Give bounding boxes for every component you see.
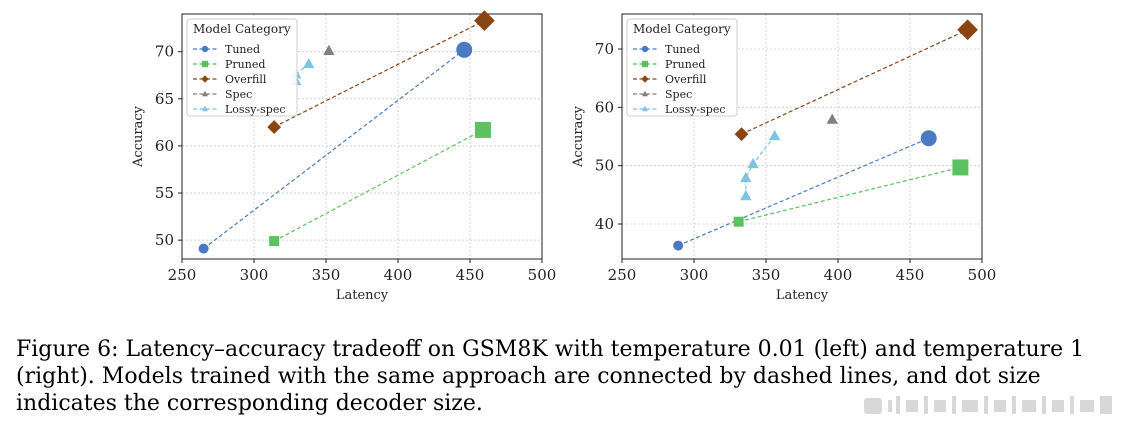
figure-caption: Figure 6: Latency–accuracy tradeoff on G… [16, 337, 1085, 416]
right-point-overfill [734, 127, 749, 142]
left-legend-marker-lossy-spec [201, 105, 209, 112]
right-point-overfill [957, 19, 978, 41]
right-legend-label-pruned: Pruned [665, 58, 705, 71]
right-legend-marker-overfill [641, 75, 649, 83]
left-x-tick-label: 400 [384, 266, 413, 284]
left-x-tick-label: 350 [312, 266, 341, 284]
right-y-axis-label: Accuracy [571, 105, 586, 168]
left-point-pruned [474, 121, 491, 138]
left-legend-marker-pruned [201, 60, 209, 68]
left-plot-frame [181, 13, 543, 260]
right-x-tick-label: 450 [896, 266, 925, 284]
right-point-lossy-spec [747, 157, 759, 169]
left-legend-marker-overfill [201, 75, 209, 83]
right-point-pruned [952, 159, 969, 176]
left-x-tick-label: 300 [240, 266, 269, 284]
watermark-logo [864, 396, 1112, 414]
right-x-tick-label: 500 [968, 266, 997, 284]
right-y-tick-label: 60 [595, 98, 614, 116]
right-series-line-tuned [677, 137, 929, 247]
left-point-lossy-spec [303, 57, 315, 69]
right-legend-marker-lossy-spec [641, 105, 649, 112]
right-legend-label-overfill: Overfill [665, 73, 707, 86]
left-y-tick-label: 50 [155, 231, 174, 249]
left-y-tick-label: 60 [155, 137, 174, 155]
right-point-tuned [920, 130, 937, 147]
right-series-line-lossy-spec [745, 135, 776, 196]
right-x-tick-label: 250 [608, 266, 637, 284]
left-legend-label-spec: Spec [225, 88, 252, 101]
left-legend-box [186, 18, 298, 117]
left-legend-label-overfill: Overfill [225, 73, 267, 86]
left-y-axis-label: Accuracy [131, 105, 146, 168]
chart-right: 250 300 350 400 450 500 40 50 60 70 Latency Accurac… [560, 0, 1000, 315]
right-plot-frame [621, 13, 983, 260]
chart-left-svg: 250 300 350 400 450 500 50 55 60 65 70 Latency Accur… [131, 10, 557, 303]
left-x-axis-label: Latency [336, 288, 389, 303]
left-point-overfill [267, 120, 282, 134]
right-legend-marker-pruned [641, 60, 649, 68]
left-point-tuned [456, 41, 473, 58]
left-point-overfill [474, 10, 495, 31]
right-point-tuned [673, 240, 684, 251]
left-x-tick-label: 450 [456, 266, 485, 284]
left-legend-label-lossy-spec: Lossy-spec [225, 103, 286, 116]
right-x-tick-label: 300 [680, 266, 709, 284]
right-point-lossy-spec [740, 190, 752, 201]
right-x-axis-label: Latency [776, 288, 829, 303]
right-point-spec [826, 113, 838, 124]
chart-left: 250 300 350 400 450 500 50 55 60 65 70 Latency Accur… [120, 0, 560, 315]
left-y-tick-label: 70 [155, 43, 174, 61]
right-legend-title: Model Category [633, 22, 731, 36]
left-y-tick-label: 55 [155, 184, 174, 202]
left-x-tick-label: 500 [528, 266, 557, 284]
right-y-tick-label: 50 [595, 157, 614, 175]
right-legend-label-tuned: Tuned [665, 43, 700, 56]
left-y-tick-label: 65 [155, 90, 174, 108]
left-legend-marker-tuned [201, 45, 209, 53]
right-legend-label-spec: Spec [665, 88, 692, 101]
left-point-pruned [269, 236, 280, 247]
right-legend-label-lossy-spec: Lossy-spec [665, 103, 726, 116]
right-legend-box [626, 18, 738, 117]
right-x-tick-label: 350 [752, 266, 781, 284]
left-series-line-pruned [273, 129, 484, 242]
right-point-pruned [733, 216, 744, 227]
right-y-tick-label: 40 [595, 215, 614, 233]
right-series-line-pruned [738, 166, 961, 223]
left-point-tuned [198, 243, 209, 254]
left-legend-title: Model Category [193, 22, 291, 36]
right-legend-marker-spec [641, 90, 649, 97]
right-x-tick-label: 400 [824, 266, 853, 284]
left-series-line-tuned [203, 49, 465, 250]
right-point-lossy-spec [768, 129, 781, 141]
chart-right-svg: 250 300 350 400 450 500 40 50 60 70 Latency Accurac… [571, 13, 997, 303]
right-point-lossy-spec [740, 171, 752, 183]
right-series-line-overfill [741, 29, 968, 135]
right-legend-marker-tuned [641, 45, 649, 53]
right-y-tick-label: 70 [595, 40, 614, 58]
left-legend-label-tuned: Tuned [225, 43, 260, 56]
left-legend-label-pruned: Pruned [225, 58, 265, 71]
left-point-spec [323, 44, 335, 55]
left-x-tick-label: 250 [168, 266, 197, 284]
left-series-line-overfill [273, 20, 485, 128]
left-legend-marker-spec [201, 90, 209, 97]
